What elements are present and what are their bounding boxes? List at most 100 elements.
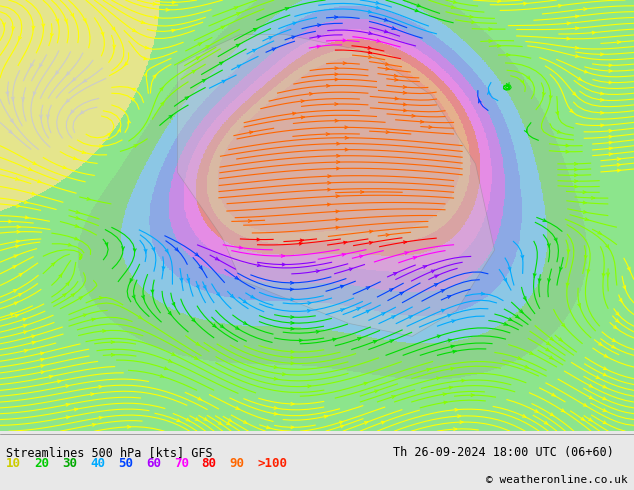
FancyArrowPatch shape <box>585 70 588 73</box>
FancyArrowPatch shape <box>103 330 106 332</box>
FancyArrowPatch shape <box>32 335 35 338</box>
FancyArrowPatch shape <box>71 294 75 296</box>
FancyArrowPatch shape <box>573 92 576 96</box>
FancyArrowPatch shape <box>291 403 294 405</box>
FancyArrowPatch shape <box>587 270 590 273</box>
FancyArrowPatch shape <box>185 97 188 99</box>
FancyArrowPatch shape <box>127 425 131 428</box>
FancyArrowPatch shape <box>216 257 219 260</box>
FancyArrowPatch shape <box>556 112 559 115</box>
FancyArrowPatch shape <box>282 263 285 266</box>
FancyArrowPatch shape <box>63 294 66 297</box>
FancyArrowPatch shape <box>324 416 327 418</box>
FancyArrowPatch shape <box>566 144 569 147</box>
FancyArrowPatch shape <box>58 380 61 383</box>
Text: 50: 50 <box>118 457 133 470</box>
FancyArrowPatch shape <box>434 284 437 286</box>
FancyArrowPatch shape <box>290 281 294 284</box>
FancyArrowPatch shape <box>112 353 114 356</box>
FancyArrowPatch shape <box>413 257 417 259</box>
FancyArrowPatch shape <box>234 7 238 9</box>
FancyArrowPatch shape <box>373 341 377 343</box>
FancyArrowPatch shape <box>76 217 79 219</box>
FancyArrowPatch shape <box>552 393 555 396</box>
FancyArrowPatch shape <box>83 314 87 317</box>
FancyArrowPatch shape <box>603 421 607 424</box>
FancyArrowPatch shape <box>340 285 344 288</box>
FancyArrowPatch shape <box>550 413 553 416</box>
FancyArrowPatch shape <box>202 79 205 82</box>
FancyArrowPatch shape <box>292 112 295 115</box>
FancyArrowPatch shape <box>382 313 385 316</box>
FancyArrowPatch shape <box>600 111 604 114</box>
FancyArrowPatch shape <box>602 273 605 277</box>
FancyArrowPatch shape <box>429 126 432 128</box>
FancyArrowPatch shape <box>578 303 580 308</box>
FancyArrowPatch shape <box>65 19 67 23</box>
Text: 10: 10 <box>6 457 22 470</box>
FancyArrowPatch shape <box>507 53 510 56</box>
FancyArrowPatch shape <box>538 279 541 283</box>
FancyArrowPatch shape <box>160 375 164 377</box>
FancyArrowPatch shape <box>160 87 164 91</box>
FancyArrowPatch shape <box>394 272 397 275</box>
FancyArrowPatch shape <box>41 371 44 373</box>
FancyArrowPatch shape <box>554 238 557 242</box>
FancyArrowPatch shape <box>75 237 78 240</box>
FancyArrowPatch shape <box>249 220 252 222</box>
FancyArrowPatch shape <box>600 98 604 101</box>
FancyArrowPatch shape <box>194 357 198 359</box>
FancyArrowPatch shape <box>498 45 501 47</box>
FancyArrowPatch shape <box>316 270 320 272</box>
Text: 80: 80 <box>202 457 217 470</box>
FancyArrowPatch shape <box>592 196 595 199</box>
Text: >100: >100 <box>257 457 287 470</box>
FancyArrowPatch shape <box>317 45 320 48</box>
FancyArrowPatch shape <box>66 99 70 103</box>
FancyArrowPatch shape <box>99 416 102 419</box>
FancyArrowPatch shape <box>328 175 331 178</box>
FancyArrowPatch shape <box>23 318 26 321</box>
FancyArrowPatch shape <box>437 377 440 380</box>
FancyArrowPatch shape <box>600 53 604 56</box>
FancyArrowPatch shape <box>603 397 606 400</box>
FancyArrowPatch shape <box>301 100 304 102</box>
FancyArrowPatch shape <box>29 168 32 170</box>
FancyArrowPatch shape <box>453 350 456 353</box>
FancyArrowPatch shape <box>336 218 339 221</box>
FancyArrowPatch shape <box>299 339 302 342</box>
FancyArrowPatch shape <box>508 267 511 271</box>
FancyArrowPatch shape <box>547 342 550 345</box>
FancyArrowPatch shape <box>368 51 372 54</box>
Text: Th 26-09-2024 18:00 UTC (06+60): Th 26-09-2024 18:00 UTC (06+60) <box>393 446 614 459</box>
FancyArrowPatch shape <box>291 362 294 365</box>
FancyArrowPatch shape <box>365 421 368 424</box>
FancyArrowPatch shape <box>235 276 238 279</box>
FancyArrowPatch shape <box>290 288 294 291</box>
FancyArrowPatch shape <box>291 327 294 330</box>
FancyArrowPatch shape <box>583 211 586 213</box>
FancyArrowPatch shape <box>431 270 435 273</box>
FancyArrowPatch shape <box>79 254 82 258</box>
FancyArrowPatch shape <box>168 312 172 315</box>
FancyArrowPatch shape <box>25 200 28 203</box>
FancyArrowPatch shape <box>274 407 277 409</box>
FancyArrowPatch shape <box>131 98 134 101</box>
FancyArrowPatch shape <box>550 96 552 99</box>
FancyArrowPatch shape <box>543 219 547 221</box>
FancyArrowPatch shape <box>623 286 626 290</box>
FancyArrowPatch shape <box>604 354 607 357</box>
FancyArrowPatch shape <box>39 64 42 68</box>
FancyArrowPatch shape <box>153 74 157 78</box>
FancyArrowPatch shape <box>609 64 612 67</box>
FancyArrowPatch shape <box>221 325 224 328</box>
FancyArrowPatch shape <box>337 142 340 145</box>
FancyArrowPatch shape <box>479 99 481 103</box>
FancyArrowPatch shape <box>340 425 344 428</box>
FancyArrowPatch shape <box>578 77 581 80</box>
FancyArrowPatch shape <box>390 340 393 343</box>
FancyArrowPatch shape <box>141 21 145 24</box>
FancyArrowPatch shape <box>236 326 239 329</box>
FancyArrowPatch shape <box>612 339 616 342</box>
FancyArrowPatch shape <box>195 253 198 256</box>
